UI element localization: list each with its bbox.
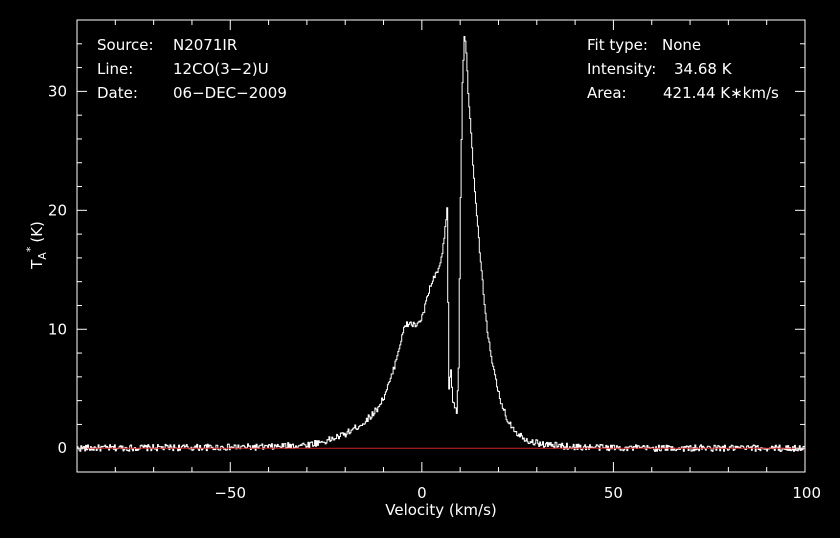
annotation-block-left: Source: N2071IR Line: 12CO(3−2)U Date: 0… bbox=[97, 36, 287, 102]
annotation-line-key: Line: bbox=[97, 60, 133, 78]
y-axis-label-unit: (K) bbox=[28, 221, 46, 243]
y-axis-label-main: T bbox=[28, 259, 46, 270]
y-tick-label: 20 bbox=[48, 201, 67, 219]
annotation-area-key: Area: bbox=[587, 84, 627, 102]
x-tick-label: 100 bbox=[792, 484, 821, 502]
annotation-source-key: Source: bbox=[97, 36, 154, 54]
annotation-line-value: 12CO(3−2)U bbox=[173, 60, 269, 78]
plot-layer bbox=[77, 36, 806, 452]
annotation-fit-key: Fit type: bbox=[587, 36, 648, 54]
annotation-fit-value: None bbox=[662, 36, 701, 54]
x-tick-label: 0 bbox=[417, 484, 427, 502]
annotation-intensity-value: 34.68 K bbox=[674, 60, 733, 78]
annotation-source-value: N2071IR bbox=[173, 36, 237, 54]
svg-text:TA*(K): TA* (K) bbox=[24, 221, 49, 270]
y-axis-label: TA* (K) bbox=[24, 221, 49, 270]
tick-labels: −50 0 50 100 0 10 20 30 bbox=[48, 82, 821, 502]
y-tick-label: 30 bbox=[48, 82, 67, 100]
y-axis-label-sup: * bbox=[24, 246, 37, 252]
y-axis-label-sub: A bbox=[36, 252, 49, 260]
x-axis-label: Velocity (km/s) bbox=[385, 501, 496, 519]
annotation-block-right: Fit type: None Intensity: 34.68 K Area: … bbox=[587, 36, 779, 102]
annotation-intensity-key: Intensity: bbox=[587, 60, 656, 78]
plot-frame bbox=[76, 19, 806, 473]
y-tick-label: 0 bbox=[57, 439, 67, 457]
annotation-date-key: Date: bbox=[97, 84, 138, 102]
annotation-area-value: 421.44 K∗km/s bbox=[663, 84, 779, 102]
annotation-date-value: 06−DEC−2009 bbox=[173, 84, 287, 102]
y-tick-label: 10 bbox=[48, 320, 67, 338]
x-tick-label: 50 bbox=[604, 484, 623, 502]
x-tick-label: −50 bbox=[214, 484, 246, 502]
axis-ticks bbox=[76, 19, 806, 473]
